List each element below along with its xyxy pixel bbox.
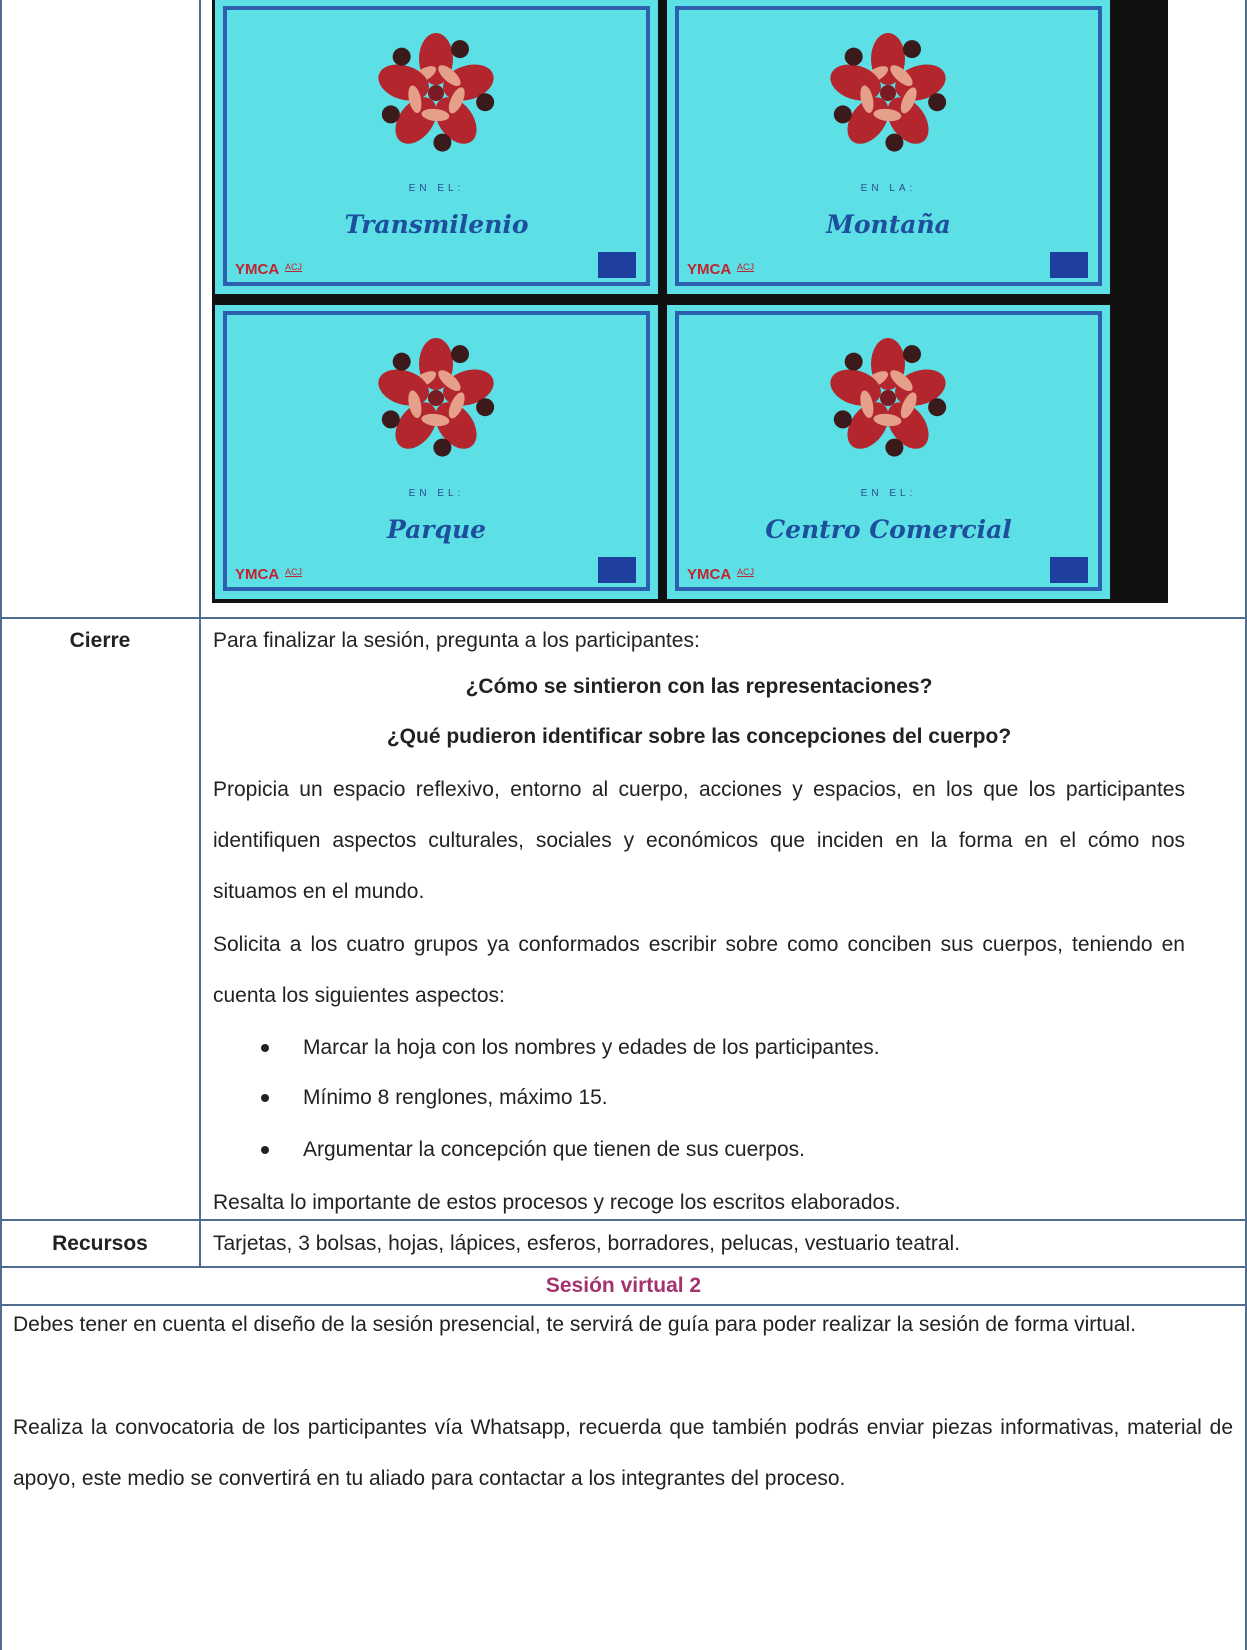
image-card: EN LA: Montaña YMCA ACJ [667, 0, 1110, 294]
logo: YMCA [235, 566, 280, 583]
paragraph: Realiza la convocatoria de los participa… [13, 1416, 1233, 1490]
row-label: Recursos [52, 1232, 148, 1255]
logo: YMCA [687, 261, 732, 278]
logo-secondary: ACJ [285, 262, 303, 272]
border-left [0, 0, 2, 1650]
flower-illustration [378, 33, 495, 152]
image-card: EN EL: Transmilenio YMCA ACJ [215, 0, 658, 294]
eu-flag [598, 557, 636, 583]
card-title: Centro Comercial [765, 515, 1012, 544]
paragraph: Resalta lo importante de estos procesos … [213, 1191, 901, 1214]
row-divider [0, 1304, 1247, 1306]
resources-text: Tarjetas, 3 bolsas, hojas, lápices, esfe… [213, 1232, 961, 1255]
card-frame [223, 311, 650, 591]
card-title: Transmilenio [344, 210, 529, 239]
eu-flag [1050, 252, 1088, 278]
image-card: EN EL: Centro Comercial YMCA ACJ [667, 305, 1110, 599]
image-grid: EN EL: Transmilenio YMCA ACJ EN LA: Montaña YM… [212, 0, 1168, 603]
logo: YMCA [687, 566, 732, 583]
card-title: Montaña [826, 210, 951, 239]
logo: YMCA [235, 261, 280, 278]
intro: Para finalizar la sesión, pregunta a los… [213, 629, 700, 652]
eu-flag [598, 252, 636, 278]
question: ¿Qué pudieron identificar sobre las conc… [386, 725, 1012, 748]
paragraph: Solicita a los cuatro grupos ya conforma… [213, 933, 1185, 1007]
row-label: Cierre [69, 629, 131, 652]
logo-secondary: ACJ [737, 567, 755, 577]
row-divider [0, 617, 1247, 619]
row-divider [0, 1219, 1247, 1221]
question: ¿Cómo se sintieron con las representacio… [465, 675, 933, 698]
flower-illustration [830, 33, 947, 152]
card-title: Parque [386, 515, 487, 544]
bullet-item: Mínimo 8 renglones, máximo 15. [261, 1072, 608, 1123]
image-card: EN EL: Parque YMCA ACJ [215, 305, 658, 599]
flower-illustration [378, 338, 495, 457]
bullet-item: Marcar la hoja con los nombres y edades … [261, 1022, 880, 1073]
paragraph: Debes tener en cuenta el diseño de la se… [13, 1313, 1136, 1336]
eu-flag [1050, 557, 1088, 583]
logo-secondary: ACJ [285, 567, 303, 577]
column-divider [199, 0, 201, 1268]
card-frame [675, 6, 1102, 286]
flower-illustration [830, 338, 947, 457]
border-right [1245, 0, 1247, 1650]
card-prefix: EN EL: [408, 488, 465, 499]
paragraph: Propicia un espacio reflexivo, entorno a… [213, 778, 1185, 903]
section-title: Sesión virtual 2 [545, 1274, 702, 1297]
card-frame [675, 311, 1102, 591]
card-prefix: EN LA: [860, 183, 917, 194]
card-frame [223, 6, 650, 286]
row-divider [0, 1266, 1247, 1268]
bullet-item: Argumentar la concepción que tienen de s… [261, 1124, 805, 1175]
card-prefix: EN EL: [408, 183, 465, 194]
card-prefix: EN EL: [860, 488, 917, 499]
logo-secondary: ACJ [737, 262, 755, 272]
